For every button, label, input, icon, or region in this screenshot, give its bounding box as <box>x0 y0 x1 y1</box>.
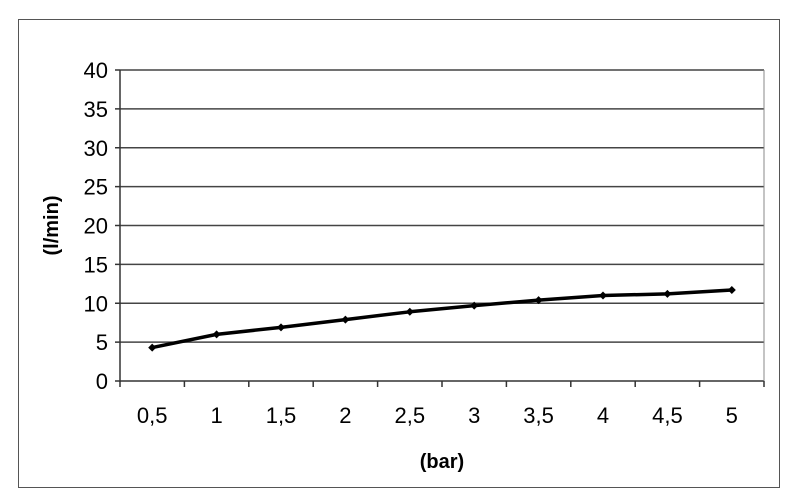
y-tick-label: 35 <box>84 97 108 122</box>
y-tick-label: 15 <box>84 252 108 277</box>
data-point <box>277 323 285 332</box>
y-tick-label: 25 <box>84 175 108 200</box>
x-tick-label: 4 <box>597 403 609 428</box>
y-tick-label: 30 <box>84 136 108 161</box>
data-point <box>599 291 607 300</box>
data-point <box>341 315 350 324</box>
data-point <box>470 301 479 310</box>
y-axis-label: (l/min) <box>41 196 63 256</box>
y-tick-label: 5 <box>96 330 108 355</box>
x-tick-label: 2 <box>339 403 351 428</box>
x-tick-label: 0,5 <box>137 403 168 428</box>
chart-frame <box>18 19 780 488</box>
y-tick-label: 10 <box>84 291 108 316</box>
data-point <box>405 307 414 316</box>
y-tick-label: 0 <box>96 369 108 394</box>
x-tick-label: 3,5 <box>523 403 554 428</box>
data-point <box>534 296 543 305</box>
y-tick-label: 40 <box>84 58 108 83</box>
x-tick-label: 5 <box>726 403 738 428</box>
x-axis-label: (bar) <box>420 451 464 473</box>
x-tick-label: 3 <box>468 403 480 428</box>
y-tick-label: 20 <box>84 214 108 239</box>
x-tick-label: 4,5 <box>652 403 683 428</box>
series-line <box>151 288 732 350</box>
data-point <box>148 343 157 352</box>
x-tick-label: 2,5 <box>395 403 426 428</box>
data-point <box>663 289 672 298</box>
data-point <box>212 330 221 339</box>
x-tick-label: 1,5 <box>266 403 297 428</box>
x-tick-label: 1 <box>210 403 222 428</box>
data-point <box>727 286 736 295</box>
